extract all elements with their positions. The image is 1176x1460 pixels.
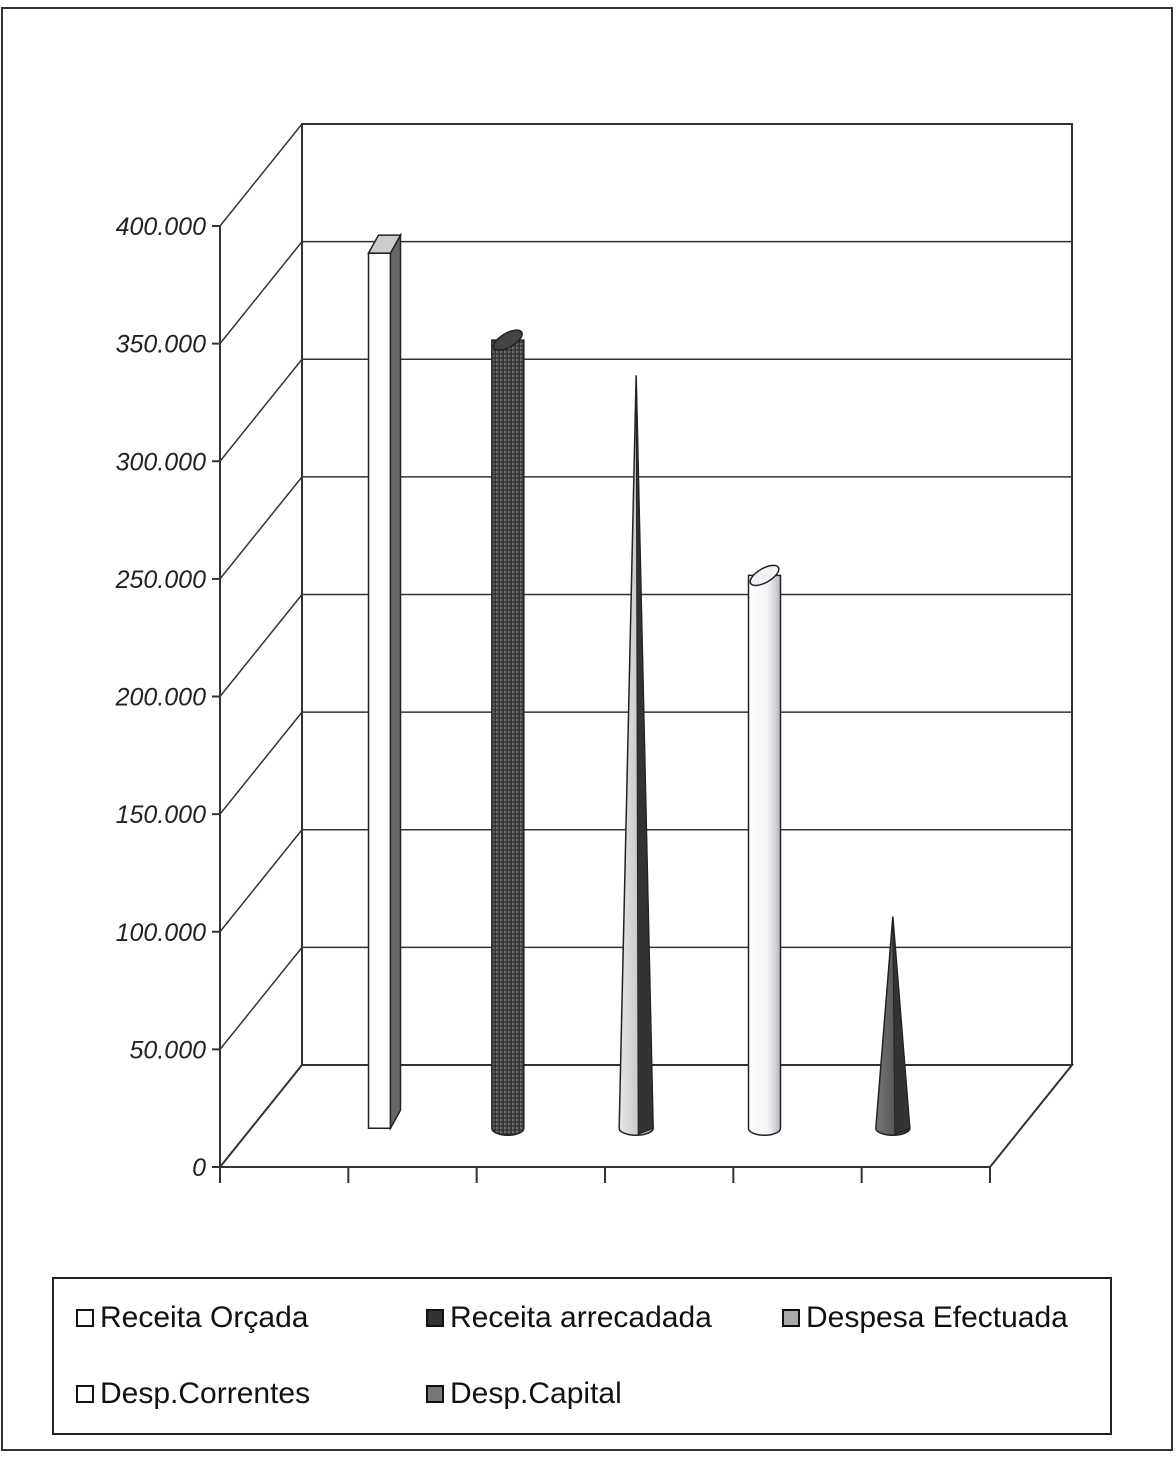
bar-desp-correntes [747,564,782,1136]
y-tick-label: 50.000 [130,1036,207,1064]
gridline-side [219,594,303,697]
gridline-side [219,946,303,1050]
y-tick-label: 100.000 [116,919,206,947]
bar-despesa-efectuada-shade [635,375,654,1135]
bar-receita-or-ada-top [367,234,402,254]
legend-item-desp-capital: Desp.Capital [426,1377,622,1411]
y-tick-label: 300.000 [116,448,206,476]
bar-receita-or-ada-front [367,252,392,1129]
legend: Receita Orçada Receita arrecadada Despesa … [52,1277,1112,1435]
bar-receita-arrecadada-top [492,329,523,351]
y-tick-label: 150.000 [116,801,206,829]
gridline-side [219,829,303,933]
legend-label: Desp.Capital [450,1377,622,1410]
y-tick-label: 250.000 [115,566,206,594]
gridline-side [219,358,303,462]
legend-item-receita-arrecadada: Receita arrecadada [426,1301,712,1335]
y-tick-label: 200.000 [115,684,206,712]
bar-desp-capital [875,916,911,1136]
bar-receita-or-ada-side [389,232,402,1132]
bar-receita-arrecadada [491,329,525,1136]
legend-swatch [76,1385,94,1403]
legend-label: Despesa Efectuada [806,1301,1068,1334]
y-axis-ticks: 0 50.000 100.000 150.000 200.000 250.000 300.0… [115,213,991,1183]
chart-marks [367,232,911,1136]
legend-swatch [782,1309,800,1327]
legend-swatch [426,1385,444,1403]
outer-frame [1,7,1173,1451]
bar-desp-correntes-top [749,564,780,587]
y-tick-label: 350.000 [116,331,206,359]
bar-desp-capital-shade [892,916,911,1135]
legend-swatch [426,1309,444,1327]
legend-label: Desp.Correntes [100,1377,311,1410]
bar-desp-correntes-body [747,574,782,1136]
legend-item-receita-or-ada: Receita Orçada [76,1301,308,1335]
bar-receita-arrecadada-body [491,339,525,1136]
gridline-side [219,476,303,580]
y-tick-label: 0 [192,1154,206,1182]
gridline-side [219,711,303,815]
legend-swatch [76,1309,94,1327]
bar-despesa-efectuada [618,375,654,1136]
legend-label: Receita Orçada [100,1301,309,1334]
legend-item-desp-correntes: Desp.Correntes [76,1377,310,1411]
gridline-side [219,241,303,345]
bar-receita-or-ada [367,232,402,1132]
legend-label: Receita arrecadada [450,1301,712,1334]
gridline-side [219,123,303,227]
y-tick-label: 400.000 [116,213,206,241]
legend-item-despesa-efectuada: Despesa Efectuada [782,1301,1068,1335]
